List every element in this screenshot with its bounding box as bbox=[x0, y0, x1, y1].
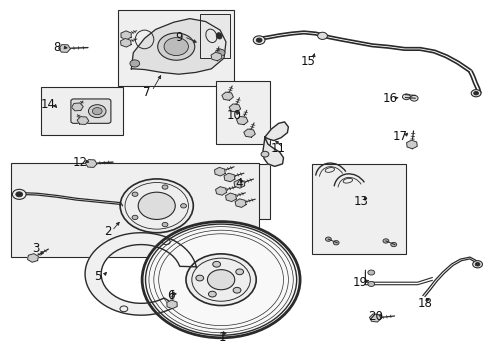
Text: 2: 2 bbox=[104, 225, 111, 238]
Circle shape bbox=[472, 261, 482, 268]
Circle shape bbox=[317, 32, 327, 40]
Circle shape bbox=[196, 275, 203, 281]
Circle shape bbox=[185, 254, 256, 306]
Circle shape bbox=[261, 151, 268, 157]
Circle shape bbox=[162, 185, 167, 189]
Polygon shape bbox=[131, 19, 225, 74]
Circle shape bbox=[163, 38, 188, 55]
Circle shape bbox=[235, 269, 243, 275]
Text: 19: 19 bbox=[352, 276, 367, 289]
Text: 14: 14 bbox=[41, 98, 56, 111]
Polygon shape bbox=[121, 39, 131, 47]
Polygon shape bbox=[214, 167, 224, 176]
Text: 3: 3 bbox=[32, 242, 40, 255]
Bar bbox=[311, 164, 406, 253]
Polygon shape bbox=[225, 193, 236, 202]
Polygon shape bbox=[263, 122, 288, 166]
Polygon shape bbox=[85, 159, 97, 167]
Polygon shape bbox=[59, 45, 70, 52]
Text: 12: 12 bbox=[72, 156, 87, 168]
Bar bbox=[118, 10, 233, 86]
Text: 10: 10 bbox=[226, 109, 241, 122]
Polygon shape bbox=[77, 117, 89, 125]
Polygon shape bbox=[235, 199, 245, 207]
Text: 7: 7 bbox=[143, 86, 150, 99]
Polygon shape bbox=[121, 31, 131, 40]
Text: 20: 20 bbox=[367, 310, 382, 324]
Circle shape bbox=[132, 192, 138, 196]
Ellipse shape bbox=[216, 33, 222, 39]
Text: 17: 17 bbox=[392, 130, 407, 143]
Circle shape bbox=[130, 60, 140, 67]
Circle shape bbox=[120, 179, 193, 233]
Circle shape bbox=[253, 36, 264, 44]
Text: 15: 15 bbox=[300, 55, 315, 68]
Circle shape bbox=[132, 215, 138, 220]
Circle shape bbox=[367, 282, 374, 287]
Polygon shape bbox=[166, 300, 177, 309]
Circle shape bbox=[212, 261, 220, 267]
Polygon shape bbox=[244, 129, 255, 137]
Circle shape bbox=[12, 189, 26, 199]
Circle shape bbox=[390, 242, 396, 247]
Text: 4: 4 bbox=[234, 177, 242, 190]
Circle shape bbox=[325, 237, 330, 241]
Bar bbox=[216, 164, 269, 220]
Circle shape bbox=[473, 91, 478, 95]
Text: 11: 11 bbox=[270, 142, 285, 155]
Text: 6: 6 bbox=[166, 289, 174, 302]
Circle shape bbox=[138, 192, 175, 220]
Circle shape bbox=[158, 33, 194, 60]
Polygon shape bbox=[71, 103, 83, 111]
Bar bbox=[11, 163, 259, 257]
Circle shape bbox=[402, 94, 409, 100]
Text: 8: 8 bbox=[53, 41, 61, 54]
Bar bbox=[199, 14, 229, 58]
Circle shape bbox=[162, 222, 167, 227]
Circle shape bbox=[409, 95, 417, 101]
Polygon shape bbox=[236, 117, 247, 125]
Polygon shape bbox=[406, 140, 416, 149]
Polygon shape bbox=[222, 92, 233, 100]
Circle shape bbox=[142, 222, 300, 338]
Text: 9: 9 bbox=[175, 31, 182, 44]
Circle shape bbox=[16, 192, 22, 197]
Polygon shape bbox=[229, 104, 240, 112]
Polygon shape bbox=[215, 187, 226, 195]
Text: 1: 1 bbox=[218, 331, 226, 344]
Circle shape bbox=[474, 262, 479, 266]
Circle shape bbox=[92, 108, 102, 115]
Circle shape bbox=[256, 38, 262, 42]
Circle shape bbox=[207, 270, 234, 290]
Text: 16: 16 bbox=[382, 93, 396, 105]
Bar bbox=[41, 87, 122, 135]
Circle shape bbox=[470, 90, 480, 97]
Circle shape bbox=[88, 105, 106, 118]
Bar bbox=[216, 81, 269, 144]
Polygon shape bbox=[27, 254, 39, 262]
Text: 18: 18 bbox=[417, 297, 431, 310]
Text: 13: 13 bbox=[353, 195, 368, 208]
Circle shape bbox=[180, 204, 186, 208]
Polygon shape bbox=[369, 314, 380, 322]
Circle shape bbox=[332, 240, 338, 245]
Circle shape bbox=[208, 291, 216, 297]
Circle shape bbox=[382, 239, 388, 243]
Text: 5: 5 bbox=[94, 270, 102, 283]
Polygon shape bbox=[85, 233, 196, 315]
Circle shape bbox=[215, 49, 224, 56]
Circle shape bbox=[367, 270, 374, 275]
Polygon shape bbox=[224, 173, 234, 182]
FancyBboxPatch shape bbox=[71, 99, 111, 123]
Polygon shape bbox=[234, 180, 244, 188]
Polygon shape bbox=[210, 52, 222, 61]
Circle shape bbox=[233, 287, 241, 293]
